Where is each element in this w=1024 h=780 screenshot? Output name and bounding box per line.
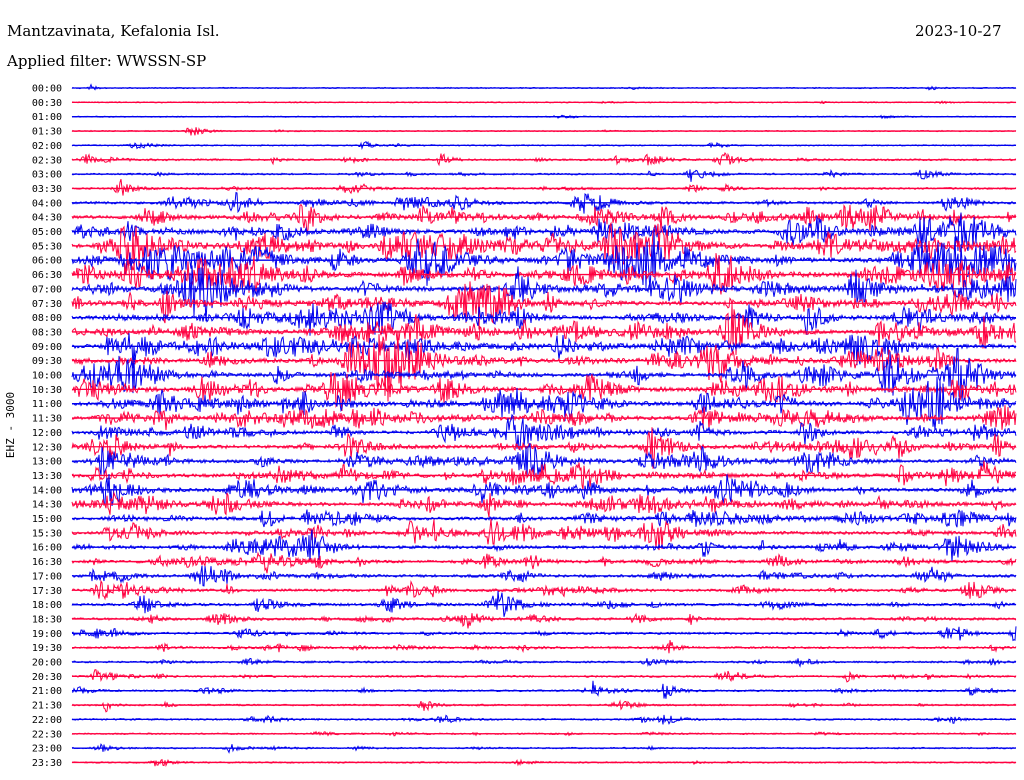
time-label: 01:00	[32, 112, 62, 123]
time-label: 13:30	[32, 471, 62, 482]
time-label: 10:30	[32, 385, 62, 396]
seismic-trace	[71, 372, 1017, 412]
time-label: 20:00	[32, 658, 62, 669]
time-label: 00:30	[32, 98, 62, 109]
seismic-trace	[71, 460, 1017, 491]
date-label: 2023-10-27	[915, 22, 1002, 40]
time-label: 12:30	[32, 442, 62, 453]
seismic-trace	[71, 551, 1017, 574]
time-label: 02:00	[32, 141, 62, 152]
time-label: 03:30	[32, 184, 62, 195]
time-label: 18:30	[32, 614, 62, 625]
time-label: 07:30	[32, 299, 62, 310]
time-label: 21:30	[32, 701, 62, 712]
time-label: 17:00	[32, 571, 62, 582]
seismic-trace	[71, 612, 1017, 629]
time-label: 07:00	[32, 284, 62, 295]
time-label: 18:00	[32, 600, 62, 611]
seismic-trace	[71, 265, 1017, 322]
time-label: 22:30	[32, 729, 62, 740]
seismic-trace	[71, 333, 1017, 369]
time-label: 05:00	[32, 227, 62, 238]
station-title: Mantzavinata, Kefalonia Isl.	[7, 22, 220, 40]
seismic-trace	[71, 529, 1017, 562]
time-label: 10:00	[32, 371, 62, 382]
time-label: 02:30	[32, 155, 62, 166]
seismic-trace	[71, 301, 1017, 336]
seismic-trace	[71, 168, 1017, 182]
time-label: 03:00	[32, 170, 62, 181]
time-label: 01:30	[32, 127, 62, 138]
seismic-trace	[71, 227, 1017, 290]
seismic-trace	[71, 179, 1017, 196]
time-label: 12:00	[32, 428, 62, 439]
time-label: 16:00	[32, 543, 62, 554]
time-label: 21:00	[32, 686, 62, 697]
time-label: 15:00	[32, 514, 62, 525]
seismic-trace	[71, 491, 1017, 518]
time-label: 06:00	[32, 256, 62, 267]
time-label: 00:00	[32, 84, 62, 95]
time-label: 19:30	[32, 643, 62, 654]
seismic-trace	[71, 680, 1017, 699]
time-label: 04:00	[32, 198, 62, 209]
time-label: 04:30	[32, 213, 62, 224]
seismic-trace	[71, 83, 1017, 91]
time-label: 13:00	[32, 457, 62, 468]
time-label: 14:30	[32, 500, 62, 511]
seismic-trace	[71, 405, 1017, 431]
time-label: 16:30	[32, 557, 62, 568]
time-label: 08:00	[32, 313, 62, 324]
time-label: 23:30	[32, 758, 62, 769]
seismic-trace	[71, 699, 1017, 713]
seismic-trace	[71, 474, 1017, 507]
time-label: 17:30	[32, 586, 62, 597]
time-label: 19:00	[32, 629, 62, 640]
seismic-trace	[71, 203, 1017, 234]
filter-label: Applied filter: WWSSN-SP	[7, 52, 207, 70]
time-label: 09:30	[32, 356, 62, 367]
time-label: 06:30	[32, 270, 62, 281]
time-label: 14:00	[32, 485, 62, 496]
time-label: 09:00	[32, 342, 62, 353]
time-label: 15:30	[32, 528, 62, 539]
seismic-trace	[71, 640, 1017, 654]
time-label: 08:30	[32, 327, 62, 338]
time-label: 11:00	[32, 399, 62, 410]
time-label: 05:30	[32, 241, 62, 252]
time-label: 22:00	[32, 715, 62, 726]
time-label: 11:30	[32, 414, 62, 425]
channel-label: EHZ - 3000	[4, 392, 17, 458]
time-label: 23:00	[32, 744, 62, 755]
time-label: 20:30	[32, 672, 62, 683]
